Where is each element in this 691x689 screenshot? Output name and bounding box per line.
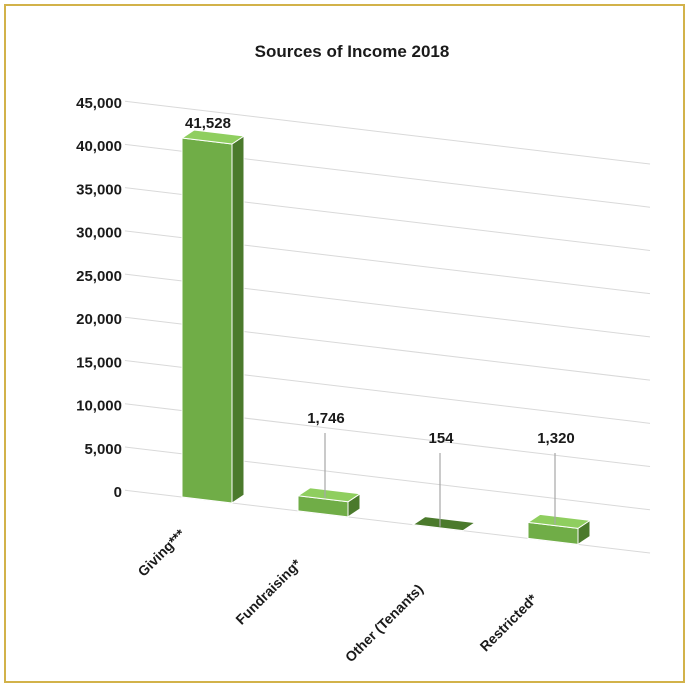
y-tick-label: 15,000 [76, 354, 122, 371]
gridline [124, 100, 651, 165]
data-label: 1,320 [537, 430, 575, 447]
bar-top-face [411, 516, 477, 532]
category-label: Fundraising* [232, 555, 304, 627]
chart-title: Sources of Income 2018 [255, 42, 450, 61]
category-label: Giving*** [134, 525, 188, 579]
bar: 154 [411, 430, 477, 532]
y-axis-ticks: 0 5,000 10,000 15,000 20,000 25,000 30,000 35,0… [76, 95, 122, 501]
y-tick-label: 25,000 [76, 268, 122, 285]
bar-top-face [296, 487, 362, 503]
y-tick-label: 5,000 [84, 441, 122, 458]
y-tick-label: 40,000 [76, 138, 122, 155]
bar-top-face [180, 129, 246, 145]
data-label: 154 [428, 430, 454, 447]
bars: 41,528 1,746 154 1,320 [180, 115, 592, 546]
bar: 1,320 [526, 430, 592, 546]
category-label: Restricted* [477, 590, 541, 654]
bar: 1,746 [296, 410, 362, 518]
y-tick-label: 0 [114, 484, 122, 501]
data-label: 41,528 [185, 115, 231, 132]
bar-side-face [231, 135, 245, 504]
bar-front-face [181, 137, 233, 504]
data-label: 1,746 [307, 410, 345, 427]
y-tick-label: 20,000 [76, 311, 122, 328]
bar-top-face [526, 513, 592, 529]
bar: 41,528 [180, 115, 246, 504]
category-label: Other (Tenants) [342, 581, 426, 665]
y-tick-label: 45,000 [76, 95, 122, 112]
y-tick-label: 10,000 [76, 398, 122, 415]
y-tick-label: 30,000 [76, 225, 122, 242]
category-labels: Giving*** Fundraising* Other (Tenants) Rest… [134, 525, 540, 665]
y-tick-label: 35,000 [76, 181, 122, 198]
